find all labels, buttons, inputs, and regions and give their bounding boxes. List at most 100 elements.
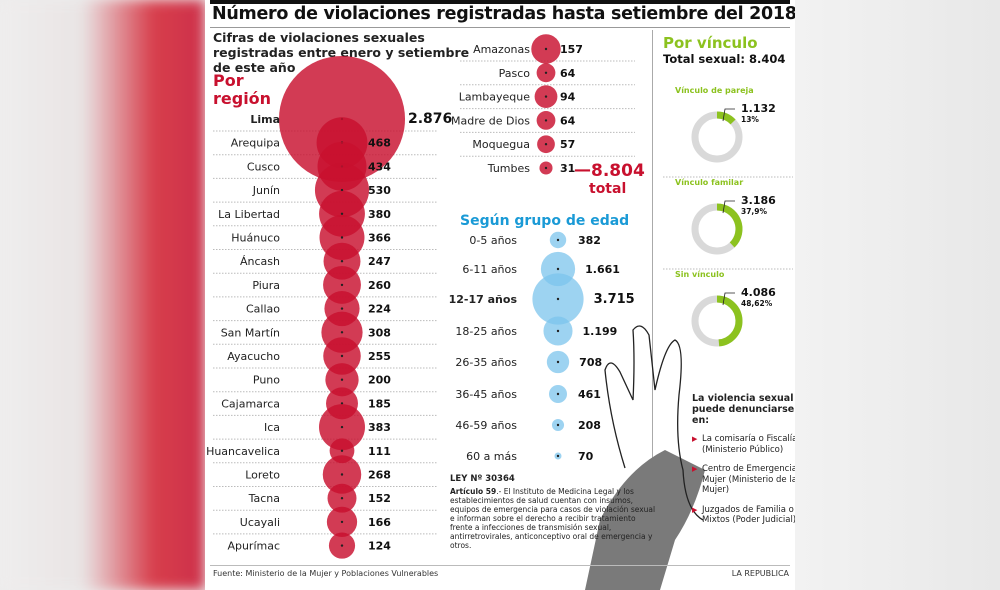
age-label: 46-59 años <box>455 419 517 432</box>
bubble-center-dot <box>556 392 560 396</box>
law-text: .- El Instituto de Medicina Legal y los … <box>450 487 656 550</box>
region-label: Apurímac <box>227 540 280 553</box>
region-label: Moquegua <box>472 138 530 151</box>
denuncia-item: Centro de Emergencia Mujer (Ministerio d… <box>692 464 795 496</box>
region-label: Huánuco <box>231 232 280 245</box>
region-label: Loreto <box>245 469 280 482</box>
region-label: Junín <box>252 184 280 197</box>
age-label: 26-35 años <box>455 356 517 369</box>
region-value: 200 <box>368 374 391 387</box>
total-value: 8.804 <box>591 161 645 181</box>
bubble-center-dot <box>340 473 344 476</box>
bubble-center-dot <box>544 166 548 170</box>
bubble-center-dot <box>556 329 560 333</box>
region-value: 366 <box>368 232 391 245</box>
region-label: Lambayeque <box>459 91 531 104</box>
region-value: 468 <box>368 137 391 150</box>
age-heading: Según grupo de edad <box>460 213 629 229</box>
region-value: 111 <box>368 445 391 458</box>
bubble-center-dot <box>340 425 344 429</box>
age-label: 6-11 años <box>462 263 517 276</box>
region-label: Ayacucho <box>227 350 280 363</box>
region-label: Tacna <box>248 492 280 505</box>
region-label: Piura <box>252 279 280 292</box>
region-label: Amazonas <box>473 43 530 56</box>
region-value: 124 <box>368 540 391 553</box>
bubble-center-dot <box>556 423 560 427</box>
region-label: Ica <box>264 421 280 434</box>
region-label: Lima <box>250 113 280 126</box>
leader-line <box>722 292 735 306</box>
bubble-charts: Lima 2.876 Arequipa 468 Cusco 434 Junín 530 La L… <box>206 34 793 590</box>
age-value: 461 <box>578 388 601 401</box>
region-label: Arequipa <box>231 137 280 150</box>
bubble-center-dot <box>340 307 344 310</box>
region-value: 94 <box>560 91 576 104</box>
bubble-center-dot <box>340 520 344 524</box>
divider <box>210 27 790 28</box>
region-label: Pasco <box>499 67 531 80</box>
bubble-center-dot <box>556 360 560 364</box>
bubble-center-dot <box>340 260 344 263</box>
region-value: 157 <box>560 43 583 56</box>
bubble-center-dot <box>544 71 548 75</box>
page-title: Número de violaciones registradas hasta … <box>212 4 795 24</box>
region-value: 530 <box>368 184 391 197</box>
total-label: total <box>589 181 626 197</box>
leader-line <box>722 200 735 214</box>
vinculo-heading: Por vínculo <box>663 34 758 52</box>
vinculo-total: Total sexual: 8.404 <box>663 52 786 66</box>
region-label: Madre de Dios <box>451 114 530 127</box>
bubble-center-dot <box>340 188 344 192</box>
region-label: La Libertad <box>218 208 280 221</box>
region-value: 166 <box>368 516 391 529</box>
region-label: Ucayali <box>240 516 280 529</box>
bubble-center-dot <box>340 283 344 287</box>
age-label: 0-5 años <box>469 234 517 247</box>
region-value: 268 <box>368 469 391 482</box>
region-label: Áncash <box>240 255 280 268</box>
age-value: 1.661 <box>585 263 620 276</box>
region-label: Huancavelica <box>206 445 280 458</box>
region-value: 255 <box>368 350 391 363</box>
source: Fuente: Ministerio de la Mujer y Poblaci… <box>213 569 439 578</box>
bubble-center-dot <box>340 497 344 500</box>
region-value: 224 <box>368 303 391 316</box>
hand-illustration <box>604 325 704 521</box>
bubble-center-dot <box>340 449 344 452</box>
bubble-center-dot <box>544 119 548 122</box>
top-bar <box>210 0 790 4</box>
leader-line <box>722 108 735 122</box>
age-label: 18-25 años <box>455 325 517 338</box>
infographic: Número de violaciones registradas hasta … <box>205 0 795 590</box>
background-blur-right <box>795 0 1000 590</box>
vinculo-value: 1.132 <box>741 102 776 115</box>
donut-slice <box>716 203 743 248</box>
vinculo-percent: 37,9% <box>741 207 768 216</box>
region-value: 383 <box>368 421 391 434</box>
divider <box>210 565 790 566</box>
region-value: 152 <box>368 492 391 505</box>
age-value: 208 <box>578 419 601 432</box>
region-value: 260 <box>368 279 391 292</box>
law-note: LEY Nº 30364 Artículo 59.- El Instituto … <box>450 475 660 551</box>
age-value: 3.715 <box>594 292 635 307</box>
bubble-center-dot <box>556 267 560 271</box>
vinculo-percent: 48,62% <box>741 299 773 308</box>
region-value: 434 <box>368 160 391 173</box>
donut-slice <box>716 111 736 125</box>
region-value: 64 <box>560 114 576 127</box>
denuncia-box: La violencia sexual puede denunciarse en… <box>692 393 795 535</box>
bubble-center-dot <box>340 331 344 334</box>
vinculo-label: Vínculo de pareja <box>675 86 754 95</box>
subtitle: Cifras de violaciones sexuales registrad… <box>213 30 470 75</box>
region-label: Puno <box>253 374 280 387</box>
donut-slice <box>716 295 743 347</box>
region-label: Callao <box>246 303 280 316</box>
vinculo-value: 4.086 <box>741 286 776 299</box>
bubble-center-dot <box>340 544 344 547</box>
hand-sleeve-illustration <box>585 450 705 590</box>
region-value: 64 <box>560 67 576 80</box>
vinculo-percent: 13% <box>741 115 759 124</box>
bubble-center-dot <box>340 236 344 239</box>
